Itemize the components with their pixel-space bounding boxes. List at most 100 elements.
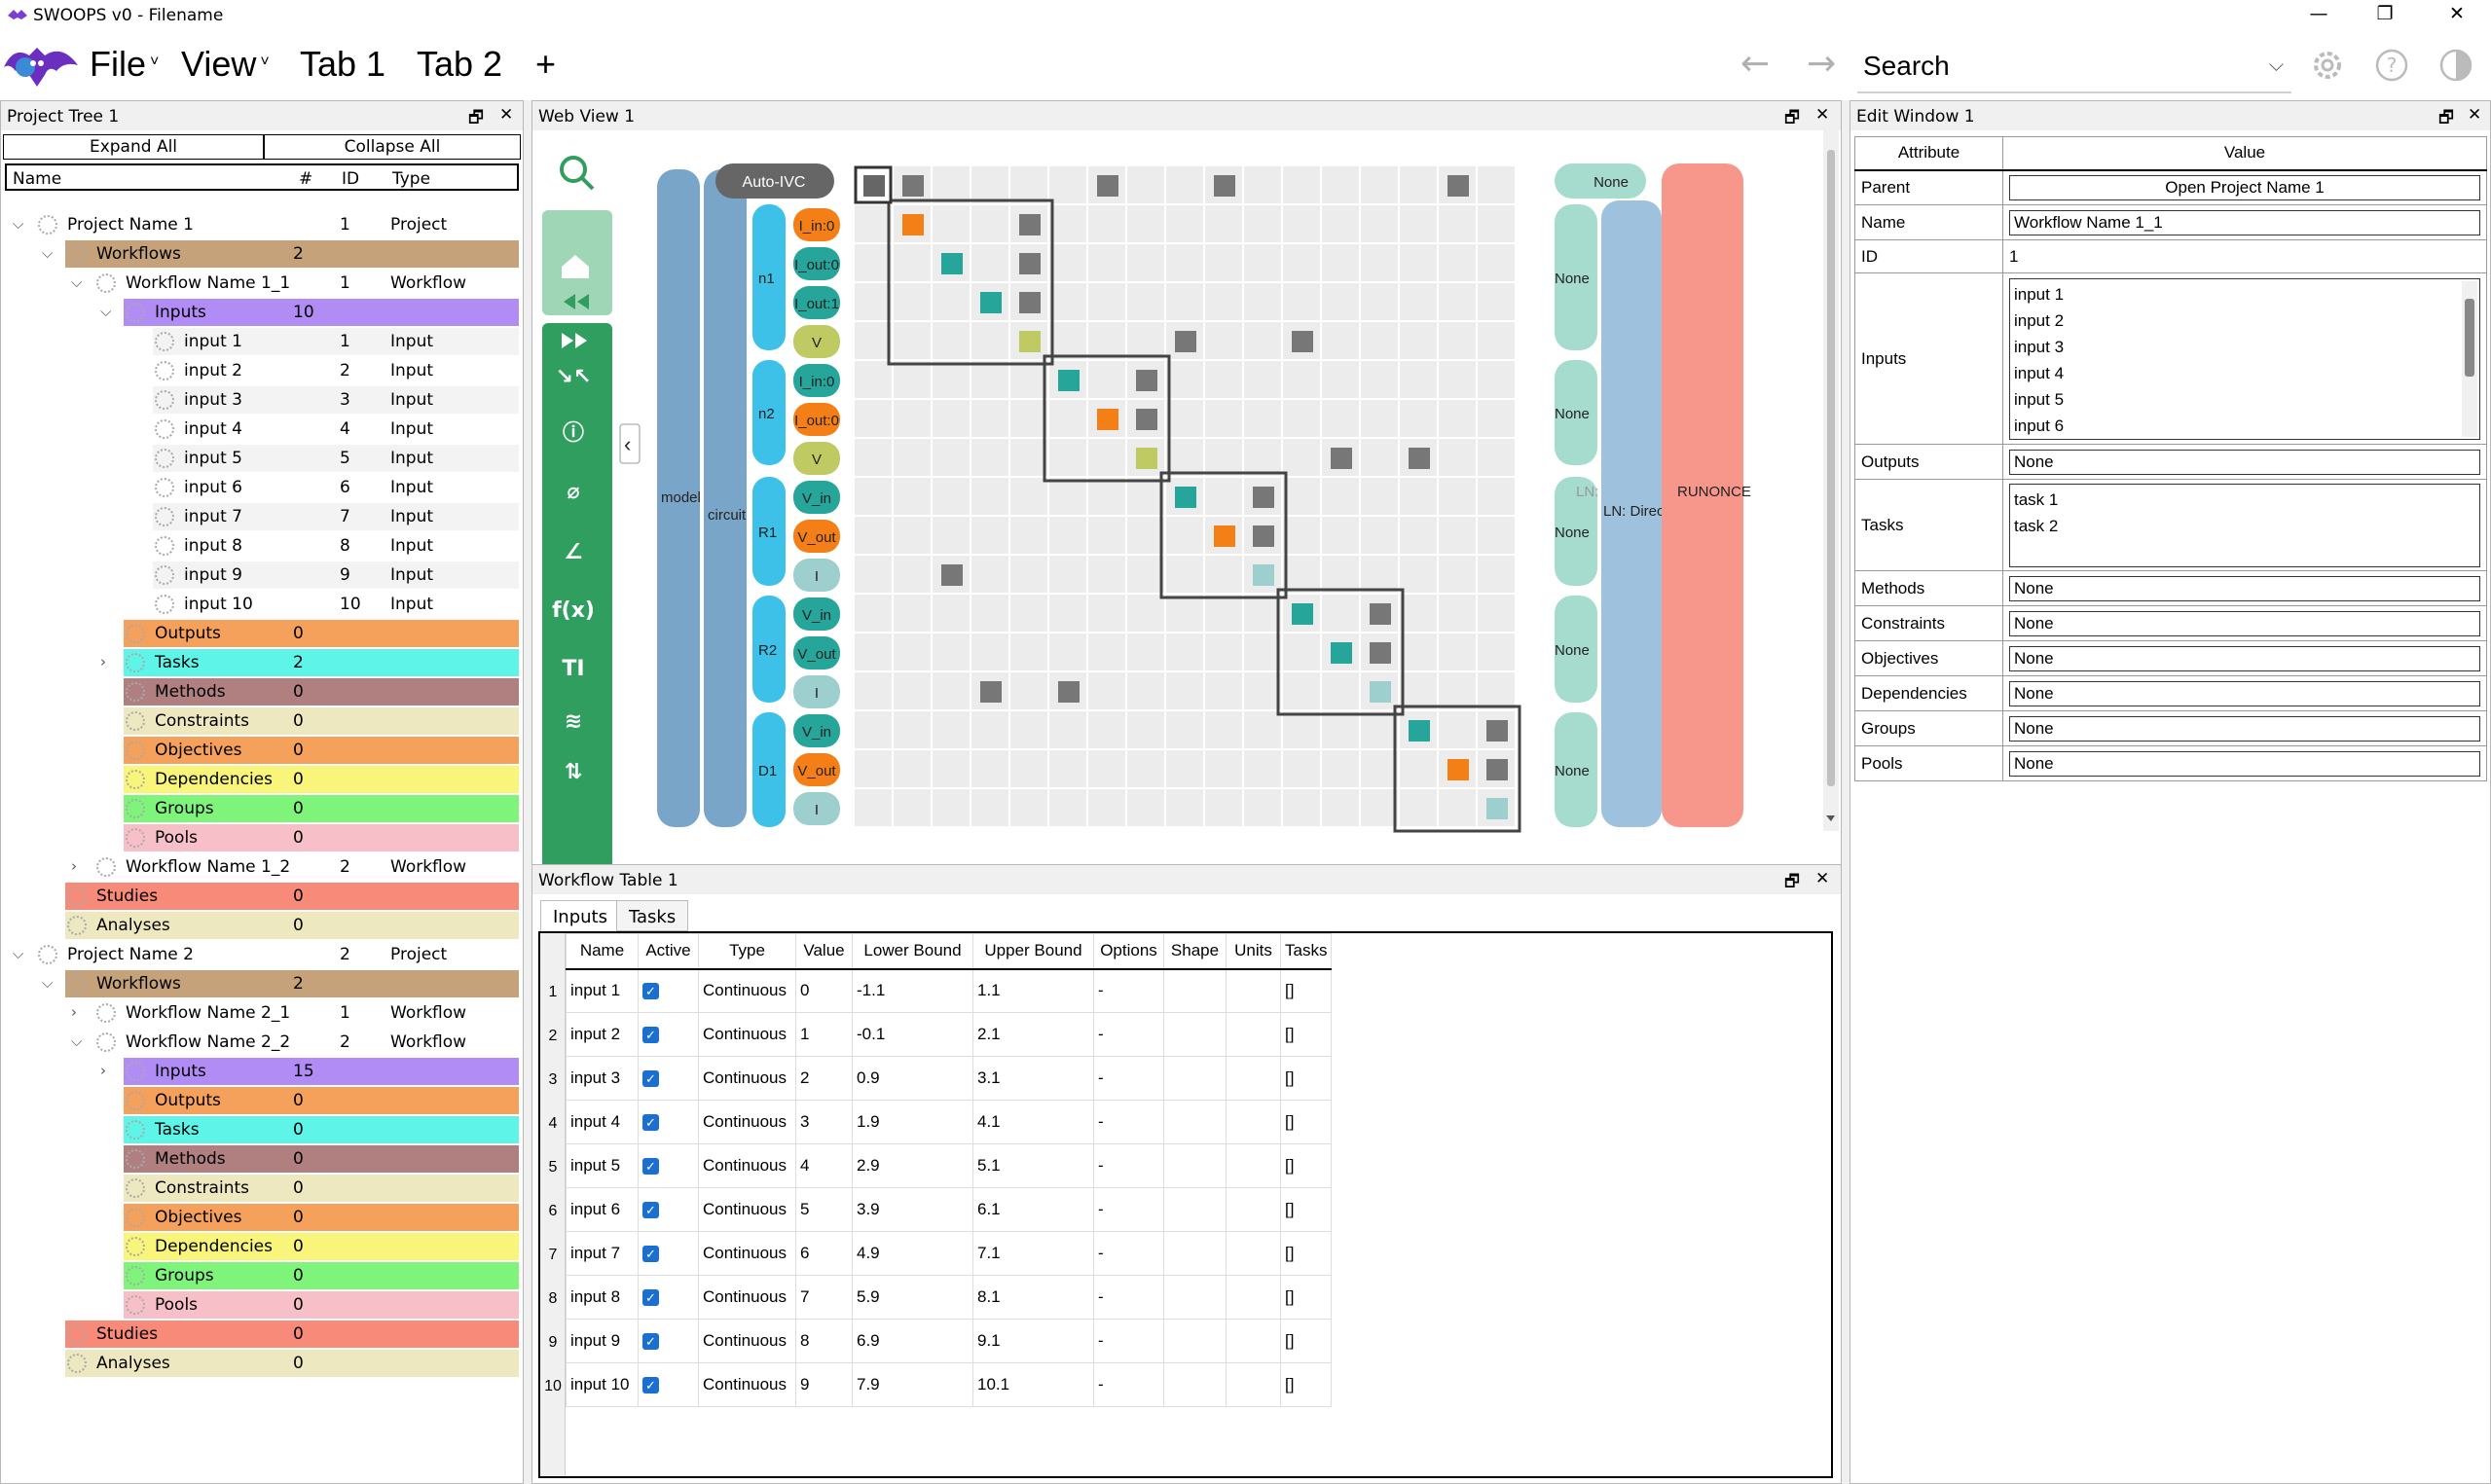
table-cell[interactable]: input 2 — [566, 1012, 639, 1057]
tree-row[interactable]: input 10 10 Input — [5, 590, 519, 619]
group-block[interactable] — [752, 477, 786, 586]
matrix-cell[interactable] — [1019, 214, 1041, 235]
table-cell[interactable]: 3 — [795, 1100, 853, 1144]
chevron-down-icon[interactable]: ⌵ — [13, 215, 24, 233]
table-cell[interactable] — [1226, 1319, 1281, 1363]
tree-row[interactable]: Pools 0 — [5, 1290, 519, 1320]
variable-block[interactable] — [793, 520, 840, 553]
matrix-cell[interactable] — [980, 292, 1002, 313]
none-top-block[interactable] — [1555, 163, 1646, 199]
active-checkbox[interactable]: ✓ — [638, 1319, 699, 1363]
table-cell[interactable]: [] — [1279, 1187, 1333, 1232]
info-icon[interactable]: ⓘ — [563, 420, 584, 446]
task-list-item[interactable]: task 2 — [2014, 516, 2059, 535]
fast-forward-icon[interactable] — [562, 333, 587, 348]
table-cell[interactable]: - — [1093, 1012, 1164, 1057]
table-row[interactable]: input 5 ✓ Continuous 4 2.9 5.1- [] — [566, 1143, 1333, 1188]
tree-row[interactable]: input 4 4 Input — [5, 415, 519, 444]
table-cell[interactable]: 3.1 — [972, 1056, 1094, 1101]
table-cell[interactable]: 2 — [795, 1056, 853, 1101]
inputs-scrollbar[interactable] — [2462, 280, 2477, 437]
table-cell[interactable]: 0 — [795, 968, 853, 1013]
table-cell[interactable]: 9 — [795, 1362, 853, 1407]
table-cell[interactable] — [1226, 1012, 1281, 1057]
circuit-block[interactable] — [704, 169, 747, 827]
matrix-cell[interactable] — [1136, 409, 1157, 430]
matrix-cell[interactable] — [980, 681, 1002, 703]
table-cell[interactable]: Continuous — [698, 968, 796, 1013]
inputs-list[interactable]: input 1 input 2 input 3 input 4 input 5 input… — [2009, 277, 2480, 440]
task-list-item[interactable]: task 1 — [2014, 489, 2059, 509]
column-header[interactable]: Units — [1226, 933, 1281, 970]
table-cell[interactable]: 4 — [795, 1143, 853, 1188]
matrix-cell[interactable] — [941, 253, 963, 274]
tree-row[interactable]: Outputs 0 — [5, 619, 519, 648]
matrix-cell[interactable] — [1136, 448, 1157, 469]
tree-row[interactable]: Outputs 0 — [5, 1086, 519, 1115]
table-cell[interactable] — [1163, 1319, 1227, 1363]
expand-all-button[interactable]: Expand All — [3, 134, 264, 160]
tree-row[interactable]: input 3 3 Input — [5, 385, 519, 415]
table-cell[interactable]: Continuous — [698, 1362, 796, 1407]
tree-row[interactable]: Objectives 0 — [5, 736, 519, 765]
table-cell[interactable] — [1163, 1275, 1227, 1320]
float-panel-icon[interactable]: 🗗 — [1784, 872, 1800, 891]
help-icon[interactable]: ? — [2373, 47, 2410, 84]
table-cell[interactable]: 5 — [795, 1187, 853, 1232]
table-cell[interactable]: [] — [1279, 1100, 1333, 1144]
group-none-block[interactable] — [1555, 360, 1597, 465]
table-row[interactable]: input 2 ✓ Continuous 1 -0.1 2.1- [] — [566, 1012, 1333, 1057]
matrix-cell[interactable] — [1409, 448, 1430, 469]
table-cell[interactable] — [1163, 1231, 1227, 1276]
tree-row[interactable]: ⌵ Inputs 10 — [5, 298, 519, 327]
table-cell[interactable]: 1.9 — [852, 1100, 973, 1144]
table-cell[interactable] — [1226, 1143, 1281, 1188]
tree-row[interactable]: ⌵ Workflow Name 1_1 1 Workflow — [5, 269, 519, 298]
matrix-cell[interactable] — [1175, 331, 1196, 352]
chevron-down-icon[interactable]: ⌵ — [42, 244, 54, 262]
matrix-cell[interactable] — [1097, 409, 1118, 430]
matrix-cell[interactable] — [1447, 759, 1469, 780]
tree-row[interactable]: ⌵ Project Name 1 1 Project — [5, 210, 519, 239]
view-menu[interactable]: View ˅ — [181, 44, 270, 84]
table-cell[interactable]: [] — [1279, 1056, 1333, 1101]
tree-row[interactable]: Methods 0 — [5, 1144, 519, 1174]
tree-row[interactable]: Studies 0 — [5, 882, 519, 911]
variable-block[interactable] — [793, 247, 840, 280]
tree-row[interactable]: input 2 2 Input — [5, 356, 519, 385]
function-icon[interactable]: f(x) — [552, 598, 595, 623]
tree-row[interactable]: Dependencies 0 — [5, 1232, 519, 1261]
table-cell[interactable]: input 9 — [566, 1319, 639, 1363]
table-cell[interactable]: Continuous — [698, 1056, 796, 1101]
matrix-cell[interactable] — [1253, 525, 1274, 547]
float-panel-icon[interactable]: 🗗 — [468, 108, 484, 127]
matrix-cell[interactable] — [1058, 681, 1080, 703]
tab-2[interactable]: Tab 2 — [417, 44, 503, 84]
column-header[interactable]: Type — [698, 933, 796, 970]
table-cell[interactable]: 10.1 — [972, 1362, 1094, 1407]
file-menu[interactable]: File ˅ — [90, 44, 160, 84]
rewind-icon[interactable] — [564, 294, 589, 309]
outputs-field[interactable]: None — [2009, 449, 2480, 475]
tree-row[interactable]: Pools 0 — [5, 823, 519, 852]
tree-row[interactable]: Dependencies 0 — [5, 765, 519, 794]
chevron-right-icon[interactable]: › — [100, 1062, 106, 1079]
table-cell[interactable]: - — [1093, 1319, 1164, 1363]
table-cell[interactable]: input 5 — [566, 1143, 639, 1188]
table-cell[interactable]: 4.9 — [852, 1231, 973, 1276]
active-checkbox[interactable]: ✓ — [638, 1100, 699, 1144]
close-panel-icon[interactable]: ✕ — [2468, 105, 2482, 125]
close-window-button[interactable]: ✕ — [2449, 3, 2465, 24]
table-row[interactable]: input 7 ✓ Continuous 6 4.9 7.1- [] — [566, 1231, 1333, 1276]
table-cell[interactable]: - — [1093, 1231, 1164, 1276]
table-cell[interactable]: -1.1 — [852, 968, 973, 1013]
tab-1[interactable]: Tab 1 — [300, 44, 386, 84]
table-row[interactable]: input 1 ✓ Continuous 0 -1.1 1.1- [] — [566, 968, 1333, 1013]
tree-row[interactable]: input 9 9 Input — [5, 561, 519, 590]
matrix-cell[interactable] — [1447, 175, 1469, 197]
table-cell[interactable]: input 8 — [566, 1275, 639, 1320]
tree-row[interactable]: input 1 1 Input — [5, 327, 519, 356]
matrix-cell[interactable] — [1097, 175, 1118, 197]
table-cell[interactable]: 7.1 — [972, 1231, 1094, 1276]
variable-block[interactable] — [793, 325, 840, 358]
